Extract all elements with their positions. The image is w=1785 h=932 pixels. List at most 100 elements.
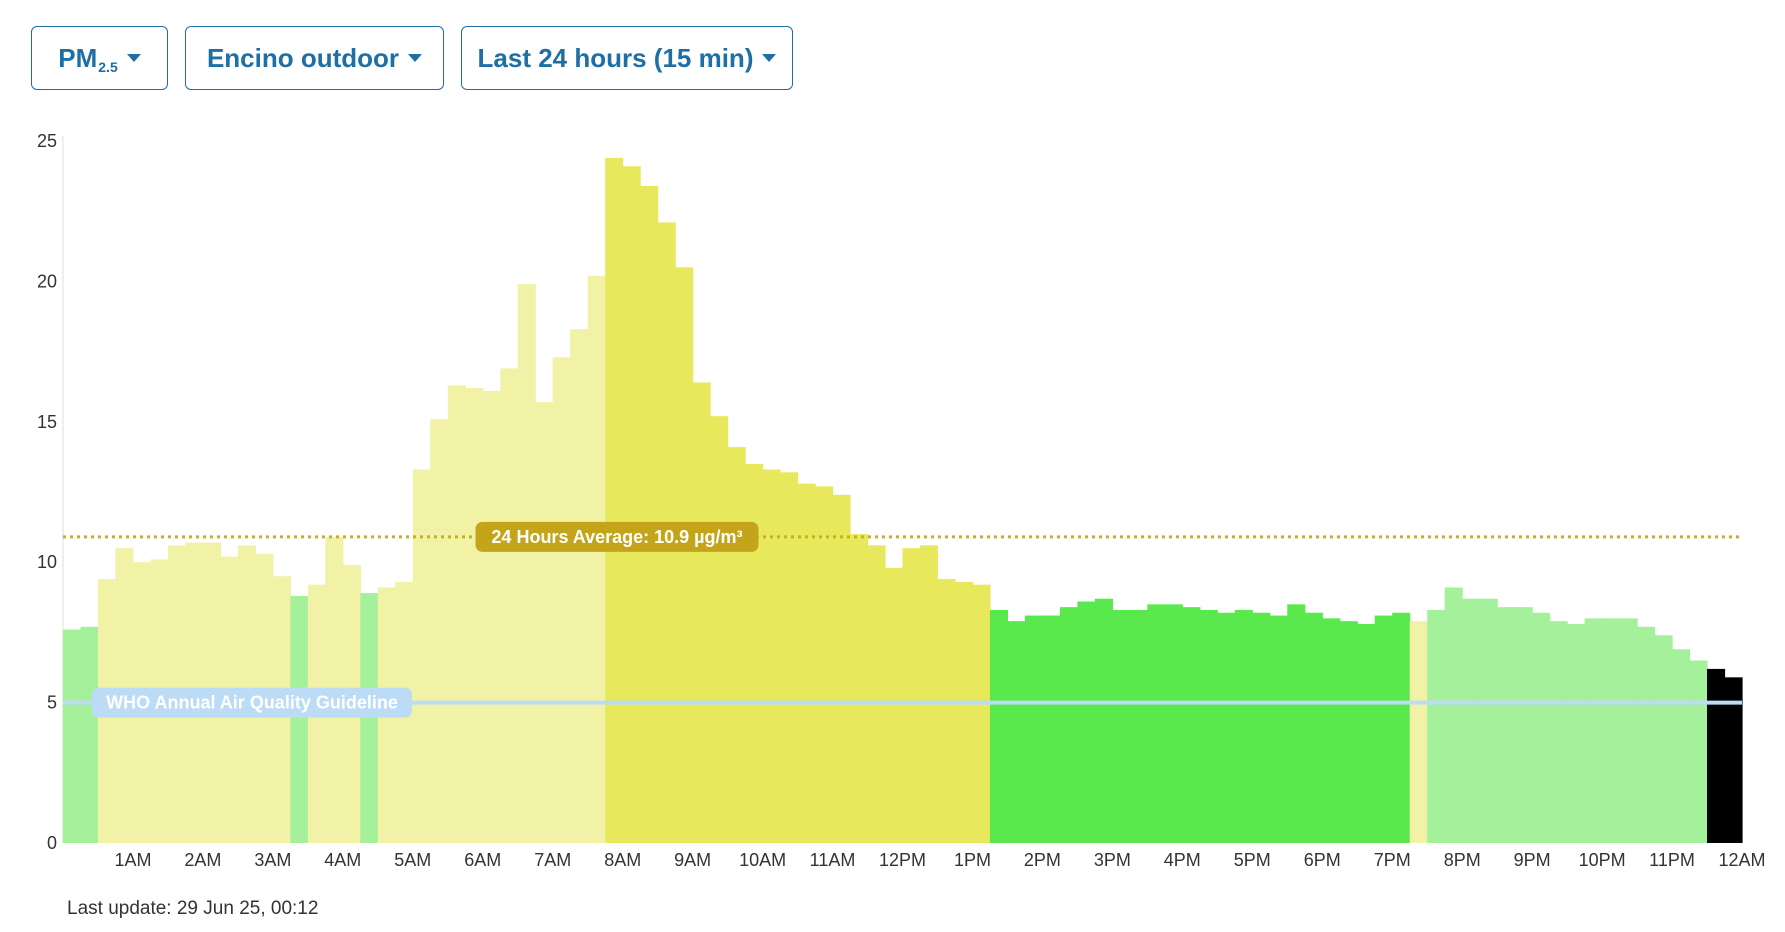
bar (850, 534, 869, 843)
bar (1164, 604, 1183, 843)
x-tick-label: 1PM (954, 850, 991, 870)
bar (1479, 598, 1498, 843)
bar (1654, 635, 1673, 843)
x-tick-label: 8PM (1444, 850, 1481, 870)
x-tick-label: 1AM (114, 850, 151, 870)
bar (1707, 668, 1726, 843)
bar (465, 388, 484, 843)
bar (1287, 604, 1306, 843)
bar (482, 390, 501, 843)
chevron-down-icon (126, 54, 141, 62)
bar (1182, 607, 1201, 843)
toolbar: PM 2.5 Encino outdoor Last 24 hours (15 m… (31, 26, 793, 90)
bar (1532, 612, 1551, 843)
who-guideline-label: WHO Annual Air Quality Guideline (106, 693, 398, 713)
location-label: Encino outdoor (206, 42, 400, 73)
bar (500, 368, 519, 843)
bar (1374, 615, 1393, 843)
bars-group (63, 157, 1743, 844)
bar (1497, 607, 1516, 843)
bar (1269, 615, 1288, 843)
bar (745, 463, 764, 843)
pollutant-dropdown[interactable]: PM 2.5 (31, 26, 168, 90)
bar (1409, 621, 1428, 843)
bar (1304, 612, 1323, 843)
x-tick-label: 2AM (184, 850, 221, 870)
bar (447, 385, 466, 843)
location-dropdown[interactable]: Encino outdoor (185, 26, 444, 90)
bar (919, 545, 939, 843)
bar (1024, 615, 1044, 843)
bar (675, 267, 694, 843)
bar (1602, 618, 1621, 843)
bar (797, 483, 816, 843)
bar (1549, 621, 1568, 843)
x-tick-label: 2PM (1024, 850, 1061, 870)
x-tick-label: 7AM (534, 850, 571, 870)
bar (1322, 618, 1341, 843)
x-tick-label: 3AM (254, 850, 291, 870)
y-tick-label: 15 (37, 412, 57, 432)
bar (1567, 623, 1586, 843)
bar (1252, 612, 1271, 843)
x-tick-label: 10PM (1579, 850, 1626, 870)
bar (780, 472, 799, 843)
time-range-label: Last 24 hours (15 min) (477, 42, 754, 73)
average-label: 24 Hours Average: 10.9 µg/m³ (491, 527, 742, 547)
bar (867, 545, 886, 843)
bar (1619, 618, 1638, 843)
y-tick-label: 0 (47, 833, 57, 853)
bar (1217, 612, 1236, 843)
bar (692, 382, 711, 843)
bar (412, 469, 431, 843)
y-tick-label: 25 (37, 131, 57, 151)
who-guideline-label-bg (92, 687, 412, 718)
bar (1007, 621, 1026, 843)
y-tick-label: 20 (37, 271, 57, 291)
bar (1462, 598, 1481, 843)
bar (1339, 621, 1358, 843)
bar (1059, 607, 1078, 843)
bar (1672, 649, 1691, 843)
x-tick-label: 12PM (879, 850, 926, 870)
bar (80, 626, 99, 843)
x-tick-label: 5PM (1234, 850, 1271, 870)
x-tick-label: 4PM (1164, 850, 1201, 870)
bar (1094, 598, 1113, 843)
bar (1514, 607, 1533, 843)
bar (1357, 623, 1376, 843)
bar (727, 447, 746, 843)
bar (517, 284, 536, 844)
bar (1689, 660, 1708, 843)
bar (972, 584, 991, 843)
bar (1584, 618, 1603, 843)
bar (1427, 609, 1446, 843)
bar (1112, 609, 1131, 843)
bar (885, 567, 904, 843)
average-label-bg (475, 521, 759, 552)
time-range-dropdown[interactable]: Last 24 hours (15 min) (461, 26, 793, 90)
x-tick-label: 11AM (810, 850, 856, 870)
bar (710, 416, 729, 843)
bar (640, 185, 659, 843)
y-tick-label: 5 (47, 693, 57, 713)
x-tick-label: 4AM (324, 850, 361, 870)
x-tick-label: 5AM (394, 850, 431, 870)
bar (1234, 609, 1253, 843)
x-tick-label: 8AM (604, 850, 641, 870)
x-tick-label: 10AM (739, 850, 786, 870)
bar (954, 581, 974, 843)
bar (1637, 626, 1656, 843)
bar (762, 469, 781, 843)
chevron-down-icon (762, 54, 777, 62)
bar (360, 593, 379, 843)
bar (989, 609, 1009, 843)
bar (535, 402, 554, 843)
x-tick-label: 12AM (1718, 850, 1765, 870)
x-tick-label: 9AM (674, 850, 711, 870)
bar (290, 595, 309, 843)
bar (902, 548, 921, 843)
pollutant-label: PM (58, 42, 98, 73)
bar (1724, 677, 1743, 843)
